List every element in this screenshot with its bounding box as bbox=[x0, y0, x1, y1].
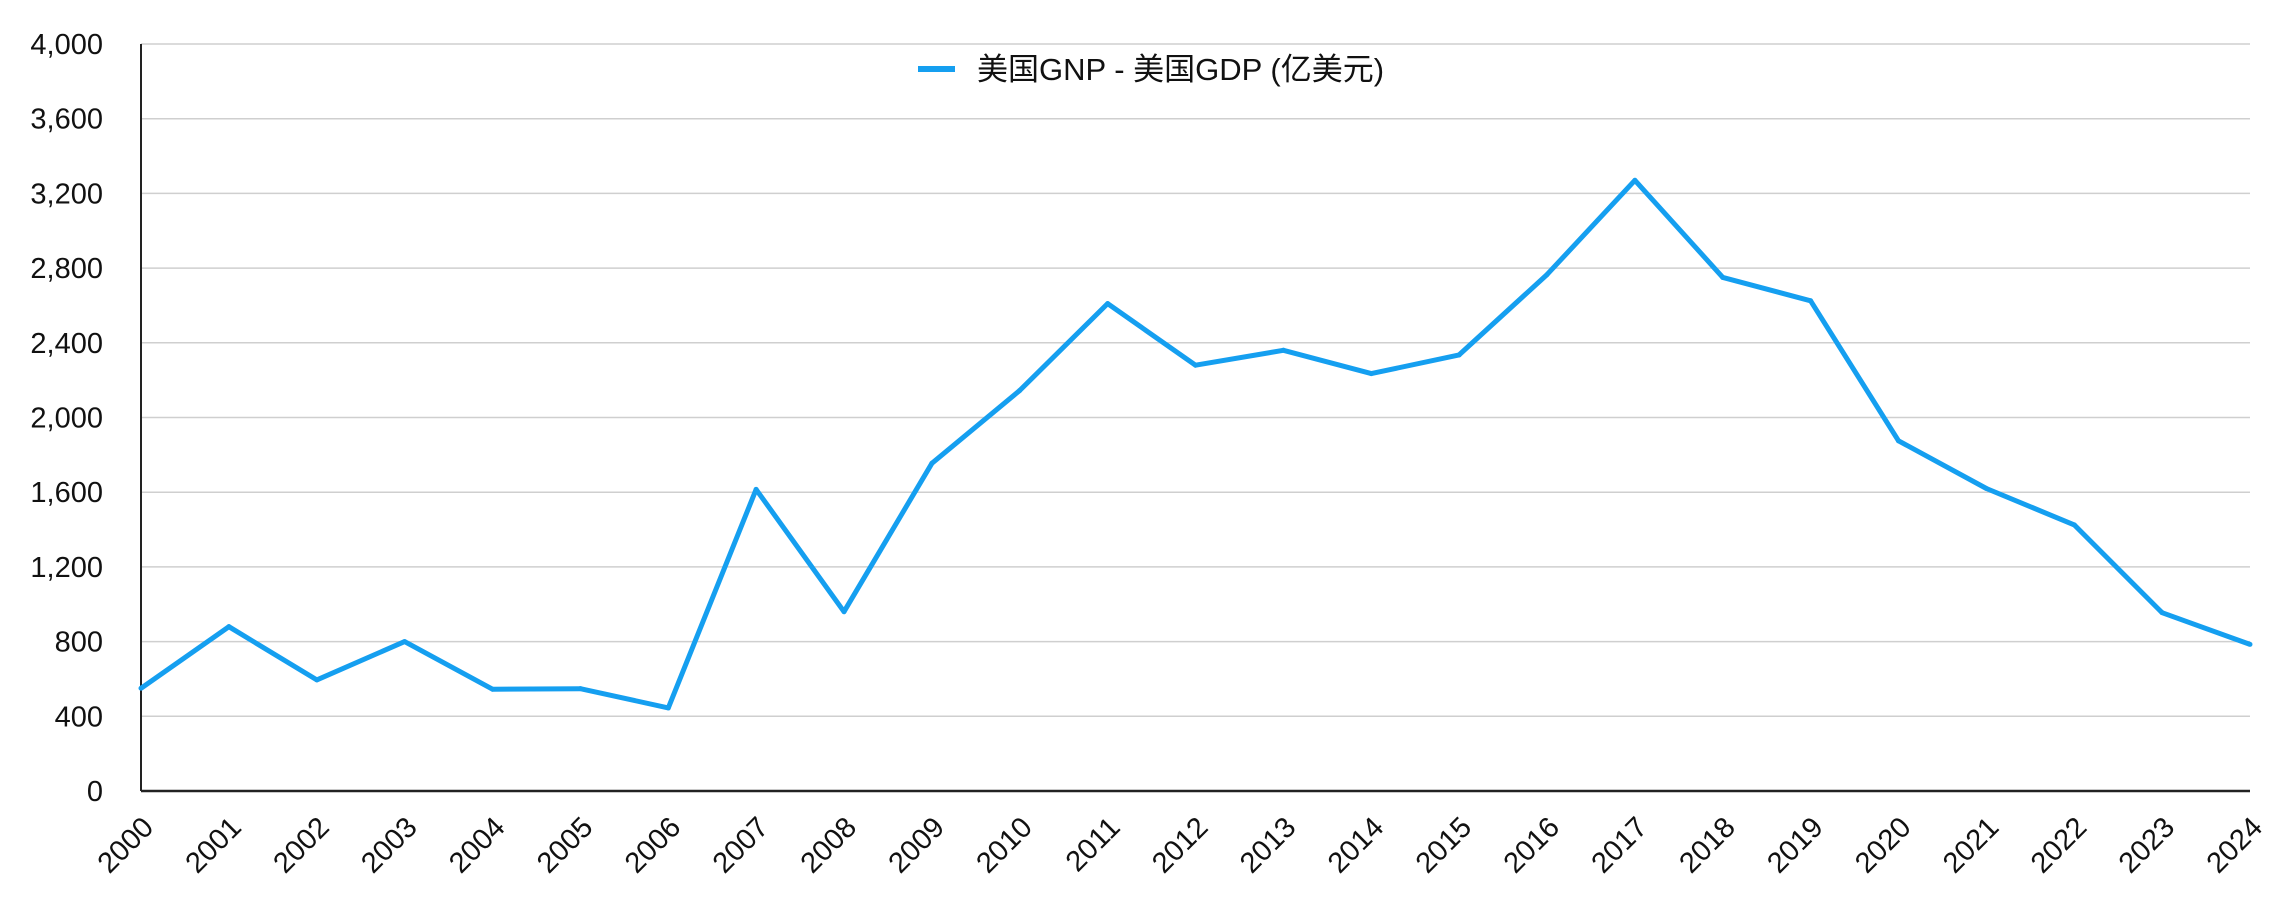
x-tick-label: 2022 bbox=[2025, 811, 2093, 879]
series-line bbox=[139, 177, 2251, 711]
y-tick-label: 2,000 bbox=[30, 403, 103, 435]
data-point bbox=[1280, 347, 1286, 353]
x-tick-label: 2013 bbox=[1234, 811, 1302, 879]
y-tick-label: 400 bbox=[55, 701, 103, 733]
data-point bbox=[314, 677, 320, 683]
y-tick-label: 3,600 bbox=[30, 104, 103, 136]
x-tick-label: 2017 bbox=[1586, 811, 1654, 879]
x-tick-label: 2023 bbox=[2113, 811, 2181, 879]
data-point bbox=[1632, 177, 1638, 183]
y-tick-label: 1,200 bbox=[30, 552, 103, 584]
x-tick-label: 2011 bbox=[1060, 811, 1127, 878]
x-tick-label: 2005 bbox=[531, 811, 599, 879]
data-point bbox=[929, 460, 935, 466]
x-tick-label: 2020 bbox=[1849, 811, 1917, 879]
x-tick-label: 2012 bbox=[1146, 811, 1214, 879]
y-tick-label: 2,400 bbox=[30, 328, 103, 360]
data-point bbox=[2071, 522, 2077, 528]
x-tick-label: 2002 bbox=[267, 811, 335, 879]
x-axis-ticks: 2000 2001 2002 2003 2004 2005 2006 2007 2008 2009… bbox=[92, 811, 2269, 879]
y-tick-label: 1,600 bbox=[30, 477, 103, 509]
data-point bbox=[577, 686, 583, 692]
data-point bbox=[2247, 641, 2253, 647]
y-tick-label: 0 bbox=[87, 776, 103, 808]
x-tick-label: 2006 bbox=[619, 811, 687, 879]
data-point bbox=[841, 609, 847, 615]
gridlines bbox=[141, 43, 2250, 718]
data-point bbox=[665, 705, 671, 711]
data-point bbox=[490, 686, 495, 692]
x-tick-label: 2000 bbox=[92, 811, 160, 879]
y-tick-label: 4,000 bbox=[30, 29, 103, 61]
x-tick-label: 2008 bbox=[795, 811, 863, 879]
x-tick-label: 2004 bbox=[443, 811, 511, 879]
data-point bbox=[1193, 362, 1198, 368]
x-tick-label: 2016 bbox=[1498, 811, 1566, 879]
data-point bbox=[1017, 387, 1023, 393]
data-points bbox=[138, 177, 2253, 711]
data-point bbox=[753, 486, 759, 492]
legend-label: 美国GNP - 美国GDP (亿美元) bbox=[977, 52, 1384, 87]
data-point bbox=[402, 639, 408, 645]
x-tick-label: 2024 bbox=[2201, 811, 2269, 879]
x-tick-label: 2015 bbox=[1410, 811, 1478, 879]
data-point bbox=[1896, 438, 1901, 444]
data-point bbox=[1456, 352, 1462, 358]
y-tick-label: 2,800 bbox=[30, 253, 103, 285]
y-tick-label: 800 bbox=[55, 627, 103, 659]
data-point bbox=[2159, 610, 2165, 616]
legend: 美国GNP - 美国GDP (亿美元) bbox=[918, 52, 1384, 87]
data-point bbox=[1808, 298, 1814, 304]
data-point bbox=[1105, 301, 1111, 307]
x-tick-label: 2003 bbox=[355, 811, 423, 879]
x-tick-label: 2007 bbox=[707, 811, 775, 879]
x-tick-label: 2009 bbox=[883, 811, 951, 879]
x-tick-label: 2001 bbox=[180, 811, 248, 879]
y-axis-ticks: 0 400 800 1,200 1,600 2,000 2,400 2,800 3,200 3,6… bbox=[30, 29, 103, 808]
x-tick-label: 2010 bbox=[970, 811, 1038, 879]
data-point bbox=[1983, 485, 1989, 491]
x-tick-label: 2018 bbox=[1673, 811, 1741, 879]
x-tick-label: 2021 bbox=[1937, 811, 2005, 879]
data-point bbox=[1368, 371, 1374, 377]
data-point bbox=[138, 685, 144, 691]
data-point bbox=[1544, 272, 1550, 278]
x-tick-label: 2014 bbox=[1322, 811, 1390, 879]
data-point bbox=[226, 624, 232, 630]
x-tick-label: 2019 bbox=[1761, 811, 1829, 879]
y-tick-label: 3,200 bbox=[30, 178, 103, 210]
data-point bbox=[1720, 274, 1726, 280]
